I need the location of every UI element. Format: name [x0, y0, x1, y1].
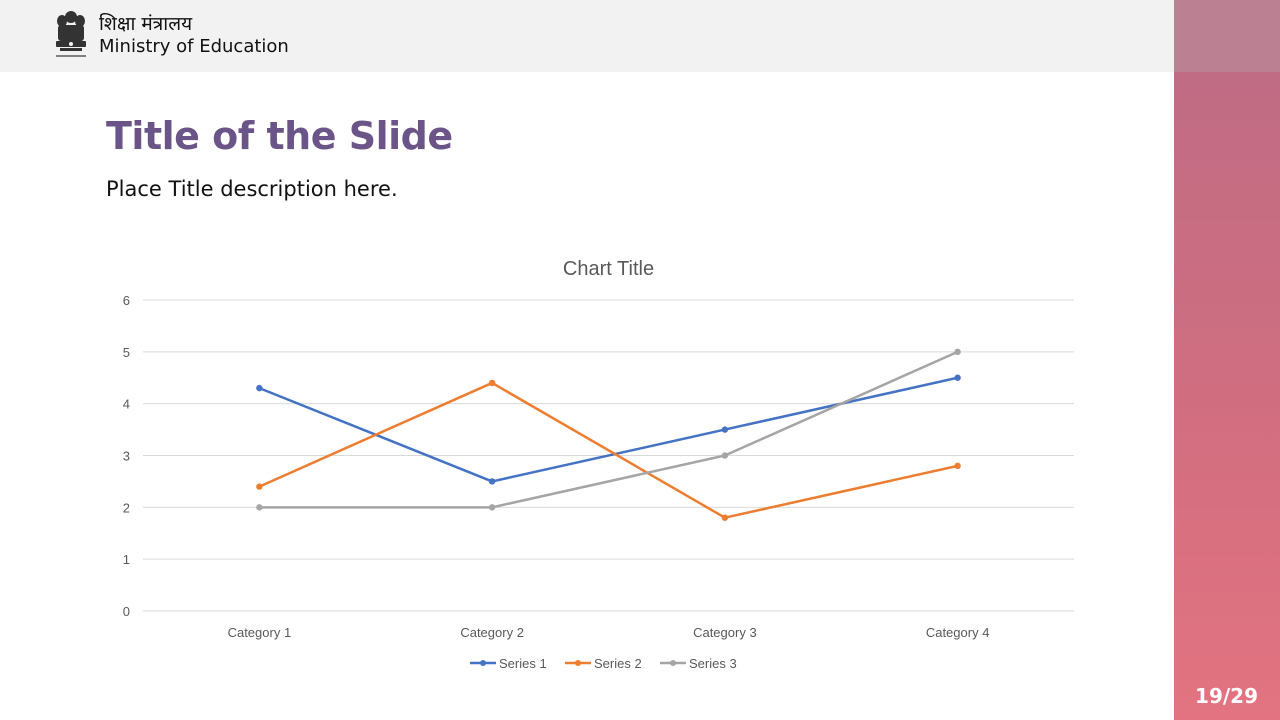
ministry-name-english: Ministry of Education [99, 36, 289, 57]
national-emblem-icon [56, 11, 86, 57]
x-tick-label: Category 3 [693, 625, 757, 640]
data-point [721, 426, 729, 433]
series-line [258, 381, 958, 519]
data-point [954, 462, 961, 470]
legend-label: Series 1 [499, 656, 547, 671]
y-tick-label: 5 [123, 345, 130, 360]
chart-title: Chart Title [563, 258, 654, 280]
x-tick-label: Category 1 [228, 625, 292, 640]
line-chart: Chart Title 0 1 2 3 4 5 6 Category 1 Category 2 Ca… [123, 258, 1074, 671]
header-bar: शिक्षा मंत्रालय Ministry of Education [0, 0, 1174, 72]
x-tick-label: Category 4 [926, 625, 990, 640]
y-tick-label: 2 [123, 500, 130, 515]
data-point [256, 483, 263, 490]
y-tick-label: 4 [123, 397, 130, 412]
series-line [259, 350, 959, 509]
sidebar-panel: 19/29 [1174, 72, 1280, 720]
y-tick-label: 1 [123, 552, 130, 567]
sidebar-top-block [1174, 0, 1280, 72]
slide-description: Place Title description here. [106, 177, 398, 201]
data-point [256, 504, 263, 511]
legend-label: Series 3 [689, 656, 737, 671]
slide-title: Title of the Slide [106, 114, 453, 158]
data-point [954, 348, 961, 356]
data-point [256, 384, 263, 392]
legend-label: Series 2 [594, 656, 642, 671]
y-tick-label: 0 [123, 604, 130, 619]
legend-marker [480, 660, 486, 666]
series-line [258, 376, 958, 483]
y-tick-label: 3 [123, 449, 130, 464]
data-point [721, 452, 729, 459]
data-point [488, 379, 496, 387]
page-number: 19/29 [1195, 684, 1258, 708]
y-tick-label: 6 [123, 293, 130, 308]
data-point [488, 504, 496, 511]
legend-marker [670, 660, 676, 666]
data-point [488, 478, 496, 485]
legend-marker [575, 660, 581, 666]
data-point [954, 374, 961, 381]
data-point [721, 514, 729, 521]
x-tick-label: Category 2 [460, 625, 524, 640]
ministry-name-hindi: शिक्षा मंत्रालय [99, 13, 193, 35]
